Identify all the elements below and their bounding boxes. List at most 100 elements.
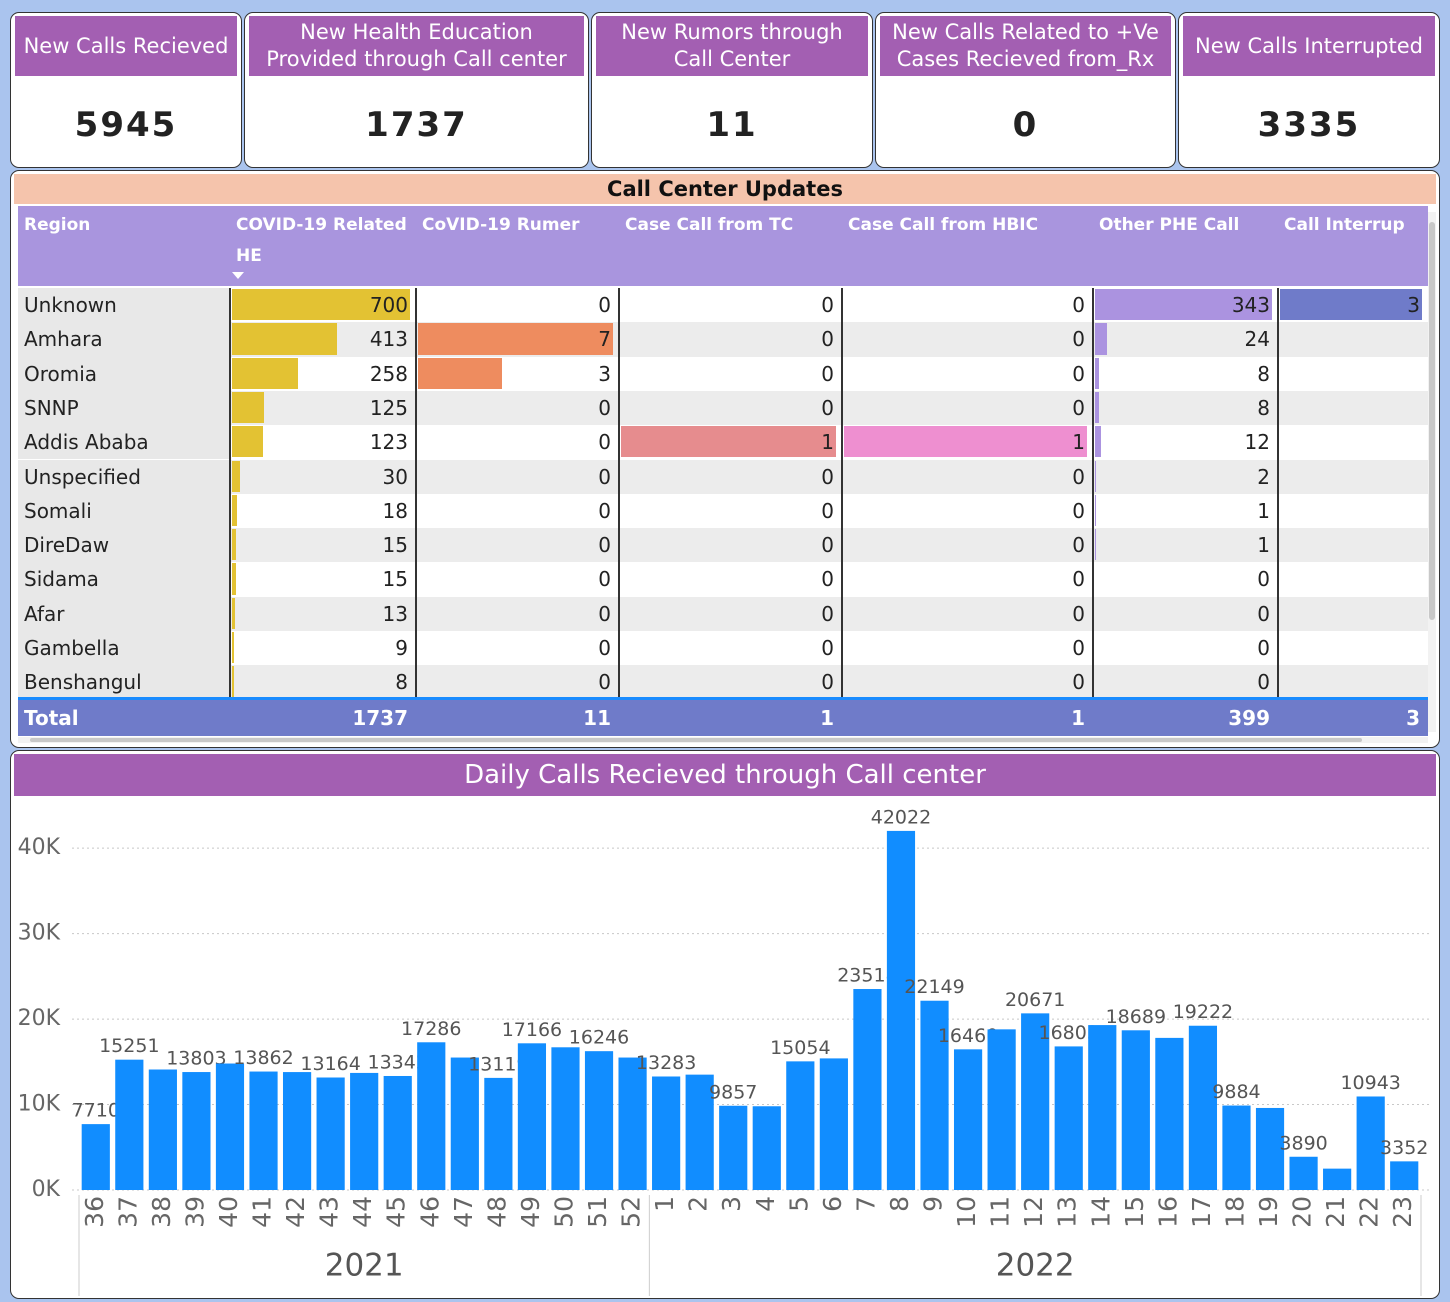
column-header[interactable]: CoVID-19 Rumer	[422, 215, 580, 235]
table-cell: 0	[821, 395, 834, 420]
kpi-title: New Calls Related to +Ve Cases Recieved …	[880, 16, 1171, 76]
table-cell-bg	[842, 528, 1093, 563]
table-cell-bg	[842, 322, 1093, 357]
table-cell: 125	[369, 395, 408, 420]
total-cell: Total	[24, 706, 79, 730]
table-cell: SNNP	[24, 395, 79, 420]
column-divider	[415, 288, 417, 700]
table-cell-bg	[18, 493, 230, 529]
column-header[interactable]: Case Call from TC	[625, 215, 794, 235]
table-cell: 9	[395, 636, 408, 660]
table-cell: Somali	[24, 498, 92, 523]
table-cell: 0	[821, 636, 834, 660]
column-header[interactable]: Case Call from HBIC	[848, 215, 1039, 235]
table-cell: 8	[1257, 395, 1270, 420]
table-cell: 0	[1257, 567, 1270, 592]
table-cell: 0	[598, 464, 611, 489]
table-cell: 0	[1072, 601, 1085, 626]
table-cell-bg	[1278, 631, 1428, 666]
table-cell: 0	[821, 293, 834, 317]
table-cell: 0	[1257, 601, 1270, 626]
table-cell-bg	[842, 596, 1093, 631]
table-cell-bg	[842, 665, 1093, 700]
scrollbar-thumb-v[interactable]	[1429, 222, 1435, 620]
table-cell-bg	[1093, 322, 1278, 357]
table-cell-bg	[1093, 356, 1278, 391]
table-cell: Unspecified	[24, 464, 141, 489]
kpi-value: 1737	[365, 105, 468, 145]
table-cell: Oromia	[24, 361, 98, 386]
table-cell-bg	[1093, 596, 1278, 631]
table-cell-bg	[230, 459, 416, 494]
table-cell: 0	[821, 533, 834, 558]
table-cell: 0	[1072, 670, 1085, 695]
table-cell: 0	[598, 498, 611, 523]
table-cell-bg	[1093, 425, 1278, 460]
data-bar	[418, 323, 613, 355]
total-cell: 1737	[352, 706, 408, 730]
table-cell-bg	[416, 425, 619, 460]
column-header[interactable]: Call Interrup	[1284, 215, 1405, 235]
table-cell: 8	[395, 670, 408, 695]
table-cell-bg	[416, 596, 619, 631]
table-cell: 0	[821, 670, 834, 695]
table-cell: 0	[598, 430, 611, 455]
kpi-value: 5945	[74, 105, 178, 145]
column-divider	[618, 288, 620, 700]
scrollbar-thumb-h[interactable]	[30, 738, 1362, 742]
data-bar	[1095, 494, 1096, 527]
column-divider	[1277, 288, 1279, 700]
data-bar	[232, 357, 298, 389]
data-bar	[1095, 391, 1100, 424]
table-cell-bg	[1278, 322, 1428, 357]
table-cell: 0	[1072, 395, 1085, 420]
table-cell-bg	[18, 425, 230, 460]
table-cell-bg	[1278, 665, 1428, 700]
data-bar	[232, 494, 237, 527]
table-cell-bg	[1093, 562, 1278, 597]
table-cell-bg	[18, 596, 230, 631]
table-cell: 24	[1244, 327, 1270, 352]
table-cell: 343	[1231, 293, 1270, 317]
table-cell: 3	[1407, 293, 1420, 317]
kpi-value: 11	[706, 105, 758, 145]
table-cell-bg	[1278, 459, 1428, 494]
table-cell-bg	[18, 459, 230, 494]
column-divider	[229, 288, 231, 700]
column-header[interactable]: COVID-19 Related HE	[236, 215, 407, 266]
table-cell: 30	[382, 464, 408, 489]
table-cell: 413	[369, 327, 408, 352]
column-divider	[1092, 288, 1094, 700]
table-cell: 0	[1257, 636, 1270, 660]
table-cell: 0	[1072, 567, 1085, 592]
column-header[interactable]: Region	[24, 215, 91, 235]
data-bar	[418, 357, 502, 389]
table-cell-bg	[230, 631, 416, 666]
table-cell-bg	[416, 631, 619, 666]
table-cell-bg	[619, 562, 842, 597]
table-title: Call Center Updates	[14, 174, 1436, 204]
table-cell: Afar	[24, 601, 65, 626]
total-cell: 1	[1071, 706, 1085, 730]
table-cell: 0	[598, 601, 611, 626]
table-cell-bg	[18, 390, 230, 426]
table-cell: Unknown	[24, 293, 117, 317]
table-cell-bg	[1093, 528, 1278, 563]
table-cell-bg	[842, 390, 1093, 426]
data-bar	[232, 632, 235, 664]
column-header[interactable]: Other PHE Call	[1099, 215, 1240, 235]
table-cell: 0	[821, 327, 834, 352]
kpi-value: 3335	[1257, 105, 1361, 145]
table-cell-bg	[1278, 528, 1428, 563]
table-cell-bg	[230, 493, 416, 529]
table-cell-bg	[842, 459, 1093, 494]
table-cell-bg	[416, 665, 619, 700]
table-cell: 0	[1257, 670, 1270, 695]
table-cell: 0	[821, 464, 834, 489]
table-cell-bg	[416, 562, 619, 597]
chart-panel	[10, 750, 1440, 1299]
table-cell: 1	[1257, 498, 1270, 523]
table-cell-bg	[1093, 390, 1278, 426]
data-bar	[232, 460, 240, 492]
